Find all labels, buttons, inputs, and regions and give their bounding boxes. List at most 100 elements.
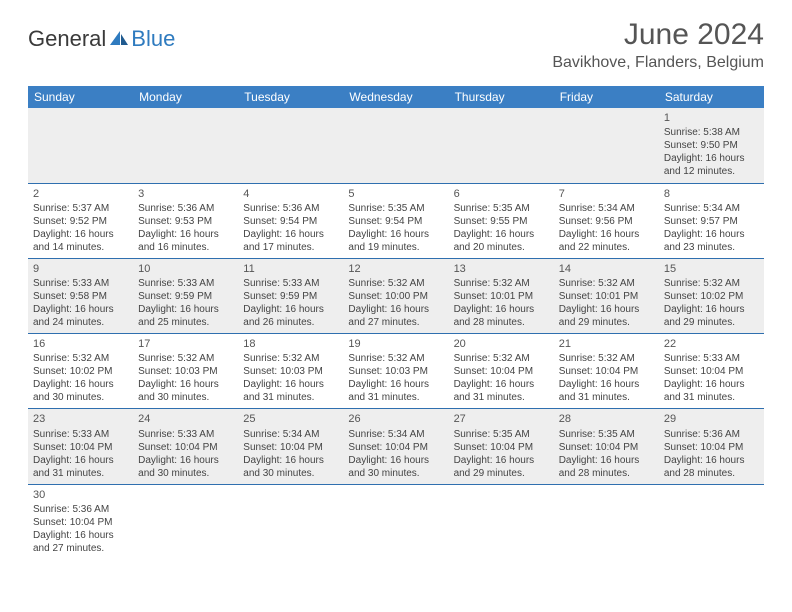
day-number: 26 bbox=[348, 412, 443, 426]
day-number: 1 bbox=[664, 111, 759, 125]
day-number: 2 bbox=[33, 187, 128, 201]
day-daylight2: and 27 minutes. bbox=[33, 542, 128, 555]
day-number: 24 bbox=[138, 412, 233, 426]
calendar-day-cell bbox=[659, 484, 764, 559]
day-daylight2: and 28 minutes. bbox=[664, 467, 759, 480]
day-sunrise: Sunrise: 5:33 AM bbox=[33, 277, 128, 290]
calendar-day-cell bbox=[554, 108, 659, 183]
logo-text-blue: Blue bbox=[131, 26, 175, 52]
location-text: Bavikhove, Flanders, Belgium bbox=[552, 54, 764, 72]
day-number: 16 bbox=[33, 337, 128, 351]
day-sunrise: Sunrise: 5:38 AM bbox=[664, 126, 759, 139]
day-daylight2: and 30 minutes. bbox=[243, 467, 338, 480]
day-number: 27 bbox=[454, 412, 549, 426]
day-sunset: Sunset: 10:04 PM bbox=[138, 441, 233, 454]
day-number: 5 bbox=[348, 187, 443, 201]
day-number: 20 bbox=[454, 337, 549, 351]
day-number: 13 bbox=[454, 262, 549, 276]
calendar-week-row: 1Sunrise: 5:38 AMSunset: 9:50 PMDaylight… bbox=[28, 108, 764, 183]
logo: General Blue bbox=[28, 18, 175, 52]
calendar-day-cell: 11Sunrise: 5:33 AMSunset: 9:59 PMDayligh… bbox=[238, 258, 343, 333]
day-sunset: Sunset: 9:50 PM bbox=[664, 139, 759, 152]
day-daylight2: and 28 minutes. bbox=[559, 467, 654, 480]
day-sunrise: Sunrise: 5:34 AM bbox=[664, 202, 759, 215]
day-daylight1: Daylight: 16 hours bbox=[664, 152, 759, 165]
day-number: 30 bbox=[33, 488, 128, 502]
page-header: General Blue June 2024 Bavikhove, Flande… bbox=[0, 0, 792, 80]
calendar-day-cell: 28Sunrise: 5:35 AMSunset: 10:04 PMDaylig… bbox=[554, 409, 659, 484]
day-daylight2: and 30 minutes. bbox=[348, 467, 443, 480]
day-sunset: Sunset: 10:03 PM bbox=[138, 365, 233, 378]
day-sunset: Sunset: 9:52 PM bbox=[33, 215, 128, 228]
calendar-day-cell: 14Sunrise: 5:32 AMSunset: 10:01 PMDaylig… bbox=[554, 258, 659, 333]
day-number: 17 bbox=[138, 337, 233, 351]
day-sunrise: Sunrise: 5:33 AM bbox=[138, 277, 233, 290]
day-daylight1: Daylight: 16 hours bbox=[454, 303, 549, 316]
weekday-header: Friday bbox=[554, 86, 659, 108]
day-daylight2: and 23 minutes. bbox=[664, 241, 759, 254]
day-daylight1: Daylight: 16 hours bbox=[138, 454, 233, 467]
day-number: 4 bbox=[243, 187, 338, 201]
day-number: 7 bbox=[559, 187, 654, 201]
day-sunset: Sunset: 10:04 PM bbox=[348, 441, 443, 454]
day-sunset: Sunset: 10:03 PM bbox=[243, 365, 338, 378]
day-sunrise: Sunrise: 5:32 AM bbox=[348, 352, 443, 365]
day-daylight2: and 27 minutes. bbox=[348, 316, 443, 329]
day-number: 28 bbox=[559, 412, 654, 426]
calendar-day-cell: 22Sunrise: 5:33 AMSunset: 10:04 PMDaylig… bbox=[659, 334, 764, 409]
day-daylight1: Daylight: 16 hours bbox=[243, 303, 338, 316]
day-daylight1: Daylight: 16 hours bbox=[243, 378, 338, 391]
weekday-header: Saturday bbox=[659, 86, 764, 108]
weekday-header: Tuesday bbox=[238, 86, 343, 108]
calendar-day-cell: 23Sunrise: 5:33 AMSunset: 10:04 PMDaylig… bbox=[28, 409, 133, 484]
day-daylight2: and 17 minutes. bbox=[243, 241, 338, 254]
calendar-day-cell bbox=[343, 108, 448, 183]
day-daylight1: Daylight: 16 hours bbox=[243, 228, 338, 241]
day-sunset: Sunset: 9:54 PM bbox=[348, 215, 443, 228]
day-sunrise: Sunrise: 5:33 AM bbox=[138, 428, 233, 441]
day-sunset: Sunset: 10:03 PM bbox=[348, 365, 443, 378]
day-daylight1: Daylight: 16 hours bbox=[559, 454, 654, 467]
day-sunset: Sunset: 9:57 PM bbox=[664, 215, 759, 228]
calendar-day-cell: 5Sunrise: 5:35 AMSunset: 9:54 PMDaylight… bbox=[343, 183, 448, 258]
calendar-week-row: 9Sunrise: 5:33 AMSunset: 9:58 PMDaylight… bbox=[28, 258, 764, 333]
calendar-day-cell: 30Sunrise: 5:36 AMSunset: 10:04 PMDaylig… bbox=[28, 484, 133, 559]
calendar-day-cell: 29Sunrise: 5:36 AMSunset: 10:04 PMDaylig… bbox=[659, 409, 764, 484]
calendar-day-cell: 27Sunrise: 5:35 AMSunset: 10:04 PMDaylig… bbox=[449, 409, 554, 484]
day-number: 8 bbox=[664, 187, 759, 201]
day-sunset: Sunset: 10:01 PM bbox=[559, 290, 654, 303]
day-sunset: Sunset: 9:53 PM bbox=[138, 215, 233, 228]
day-daylight1: Daylight: 16 hours bbox=[138, 228, 233, 241]
day-sunset: Sunset: 10:00 PM bbox=[348, 290, 443, 303]
calendar-day-cell: 3Sunrise: 5:36 AMSunset: 9:53 PMDaylight… bbox=[133, 183, 238, 258]
calendar-day-cell bbox=[449, 108, 554, 183]
calendar-day-cell: 7Sunrise: 5:34 AMSunset: 9:56 PMDaylight… bbox=[554, 183, 659, 258]
title-block: June 2024 Bavikhove, Flanders, Belgium bbox=[552, 18, 764, 72]
day-daylight2: and 29 minutes. bbox=[454, 467, 549, 480]
logo-sail-icon bbox=[109, 30, 129, 46]
day-daylight2: and 31 minutes. bbox=[559, 391, 654, 404]
day-daylight2: and 31 minutes. bbox=[243, 391, 338, 404]
day-sunrise: Sunrise: 5:36 AM bbox=[33, 503, 128, 516]
day-daylight2: and 24 minutes. bbox=[33, 316, 128, 329]
calendar-day-cell: 21Sunrise: 5:32 AMSunset: 10:04 PMDaylig… bbox=[554, 334, 659, 409]
calendar-day-cell bbox=[133, 484, 238, 559]
day-daylight2: and 12 minutes. bbox=[664, 165, 759, 178]
day-daylight2: and 31 minutes. bbox=[348, 391, 443, 404]
calendar-day-cell: 12Sunrise: 5:32 AMSunset: 10:00 PMDaylig… bbox=[343, 258, 448, 333]
day-daylight2: and 31 minutes. bbox=[454, 391, 549, 404]
day-daylight1: Daylight: 16 hours bbox=[559, 228, 654, 241]
day-sunrise: Sunrise: 5:35 AM bbox=[454, 428, 549, 441]
day-number: 3 bbox=[138, 187, 233, 201]
day-number: 25 bbox=[243, 412, 338, 426]
day-sunrise: Sunrise: 5:35 AM bbox=[559, 428, 654, 441]
weekday-header: Monday bbox=[133, 86, 238, 108]
weekday-header: Sunday bbox=[28, 86, 133, 108]
day-daylight2: and 29 minutes. bbox=[664, 316, 759, 329]
day-daylight2: and 29 minutes. bbox=[559, 316, 654, 329]
day-number: 9 bbox=[33, 262, 128, 276]
day-sunrise: Sunrise: 5:36 AM bbox=[138, 202, 233, 215]
calendar-day-cell bbox=[238, 484, 343, 559]
day-number: 18 bbox=[243, 337, 338, 351]
day-sunset: Sunset: 10:04 PM bbox=[664, 441, 759, 454]
